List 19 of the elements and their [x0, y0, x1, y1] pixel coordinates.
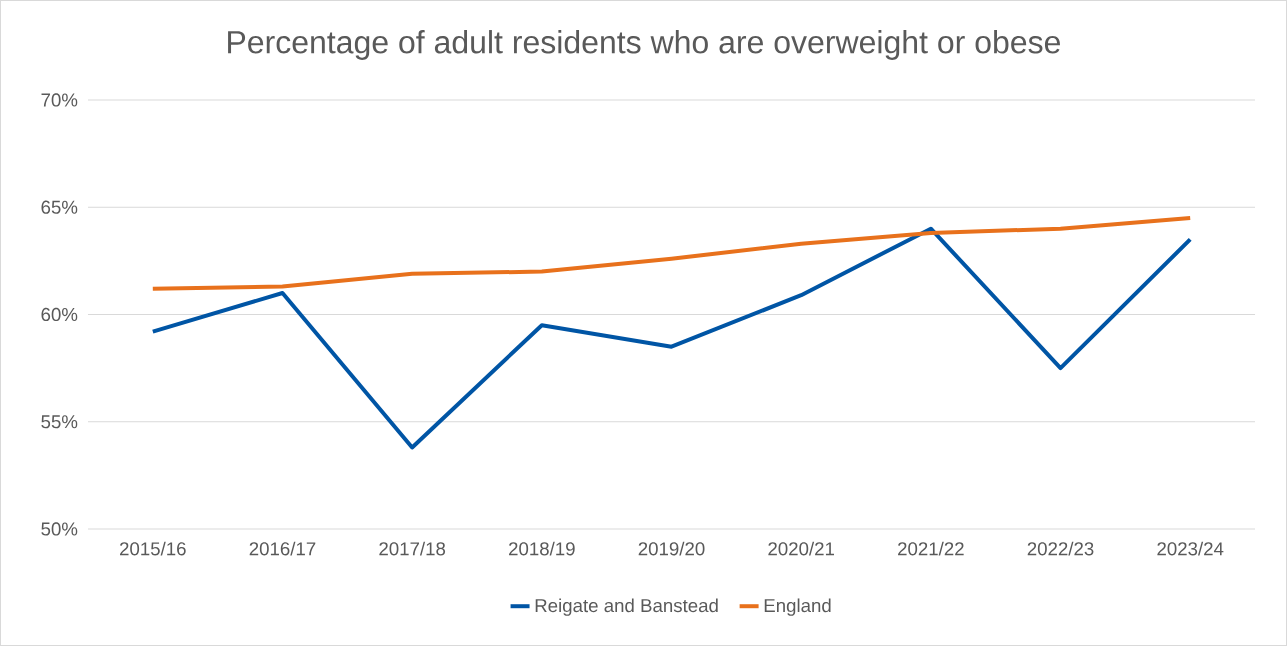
- legend-label: Reigate and Banstead: [535, 598, 718, 616]
- x-tick-label: 2016/17: [249, 541, 316, 556]
- y-tick-label: 70%: [41, 93, 78, 107]
- x-tick-label: 2022/23: [1027, 541, 1094, 556]
- line-series: [150, 226, 1193, 450]
- y-tick-label: 50%: [41, 522, 78, 536]
- legend-label: England: [764, 598, 831, 616]
- y-tick-label: 60%: [41, 307, 78, 322]
- line-series: [150, 215, 1193, 291]
- x-tick-label: 2020/21: [768, 541, 834, 556]
- x-tick-label: 2023/24: [1157, 541, 1224, 556]
- x-tick-label: 2015/16: [120, 541, 186, 556]
- x-tick-label: 2019/20: [638, 541, 705, 556]
- x-tick-label: 2017/18: [379, 541, 446, 556]
- x-tick-label: 2021/22: [898, 541, 964, 556]
- y-tick-label: 55%: [41, 415, 78, 429]
- chart-title: Percentage of adult residents who are overweight or obese: [228, 30, 1060, 60]
- x-tick-label: 2018/19: [509, 541, 575, 556]
- y-tick-label: 65%: [41, 200, 78, 214]
